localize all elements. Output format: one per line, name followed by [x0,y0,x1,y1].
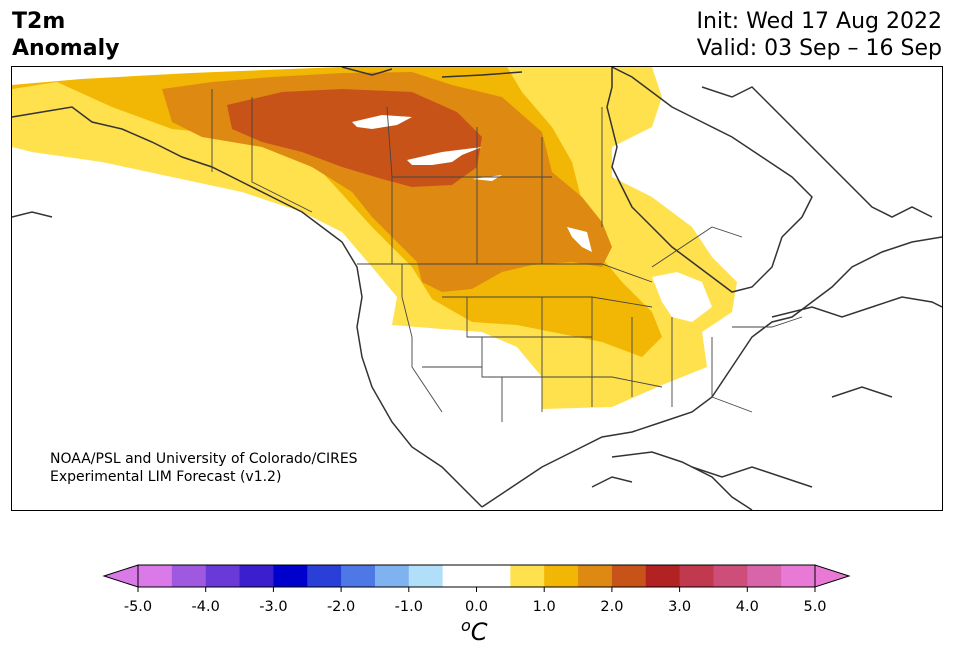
colorbar-tick-label: 3.0 [668,599,691,615]
title-line-2: Anomaly [12,36,120,61]
colorbar-tick-label: -3.0 [259,599,287,615]
anomaly-map: NOAA/PSL and University of Colorado/CIRE… [11,66,943,511]
valid-date: Valid: 03 Sep – 16 Sep [696,36,942,61]
colorbar-cell [408,565,444,587]
colorbar-cell [341,565,376,587]
lake-winnipeg [567,227,592,252]
colorbar-cell [442,565,477,587]
colorbar-tick-label: 5.0 [803,599,826,615]
unit-letter: C [470,618,488,646]
colorbar-min-extend [102,564,139,588]
forecast-dates: Init: Wed 17 Aug 2022 Valid: 03 Sep – 16… [697,8,942,62]
init-date: Init: Wed 17 Aug 2022 [696,9,942,34]
unit-degree: o [461,616,471,635]
colorbar-cell [713,565,748,587]
colorbar-unit: oC [461,616,488,646]
colorbar-cell [138,565,173,587]
colorbar-tick-label: -2.0 [327,599,355,615]
anomaly-region-1c-north [552,67,592,75]
title-line-1: T2m [12,9,66,34]
colorbar-tick-label: 4.0 [736,599,759,615]
colorbar-cell [645,565,681,587]
colorbar-cell [374,565,410,587]
colorbar-cells [138,565,816,587]
colorbar-tick-label: 1.0 [533,599,556,615]
colorbar-tick-label: -5.0 [124,599,152,615]
colorbar-cell [171,565,207,587]
map-canvas [12,67,942,510]
colorbar-ticks: -5.0 -4.0 -3.0 -2.0 -1.0 0.0 1.0 2.0 3.0 4.0 5.0 [124,587,827,615]
colorbar-cell [510,565,545,587]
coastlines [12,67,942,510]
colorbar-cell [747,565,782,587]
political-borders [211,89,803,422]
great-lakes [652,272,712,322]
lake-athabasca [472,175,502,181]
colorbar-cell [679,565,714,587]
credit-line-1: NOAA/PSL and University of Colorado/CIRE… [50,451,358,467]
colorbar-cell [205,565,241,587]
great-bear-lake [352,115,412,129]
data-credit: NOAA/PSL and University of Colorado/CIRE… [50,450,358,486]
colorbar-tick-label: 2.0 [600,599,623,615]
colorbar-cell [781,565,816,587]
colorbar-cell [578,565,613,587]
colorbar-cell [273,565,308,587]
colorbar-cell [611,565,647,587]
colorbar-tick-label: -4.0 [192,599,220,615]
map-title: T2m Anomaly [12,8,119,62]
colorbar-tick-label: -1.0 [395,599,423,615]
colorbar-cell [239,565,274,587]
colorbar-tick-label: 0.0 [465,599,488,615]
great-slave-lake [407,147,482,165]
colorbar-max-extend [814,564,851,588]
colorbar-cell [307,565,342,587]
colorbar-cell [544,565,579,587]
colorbar-cell [476,565,511,587]
credit-line-2: Experimental LIM Forecast (v1.2) [50,469,282,485]
